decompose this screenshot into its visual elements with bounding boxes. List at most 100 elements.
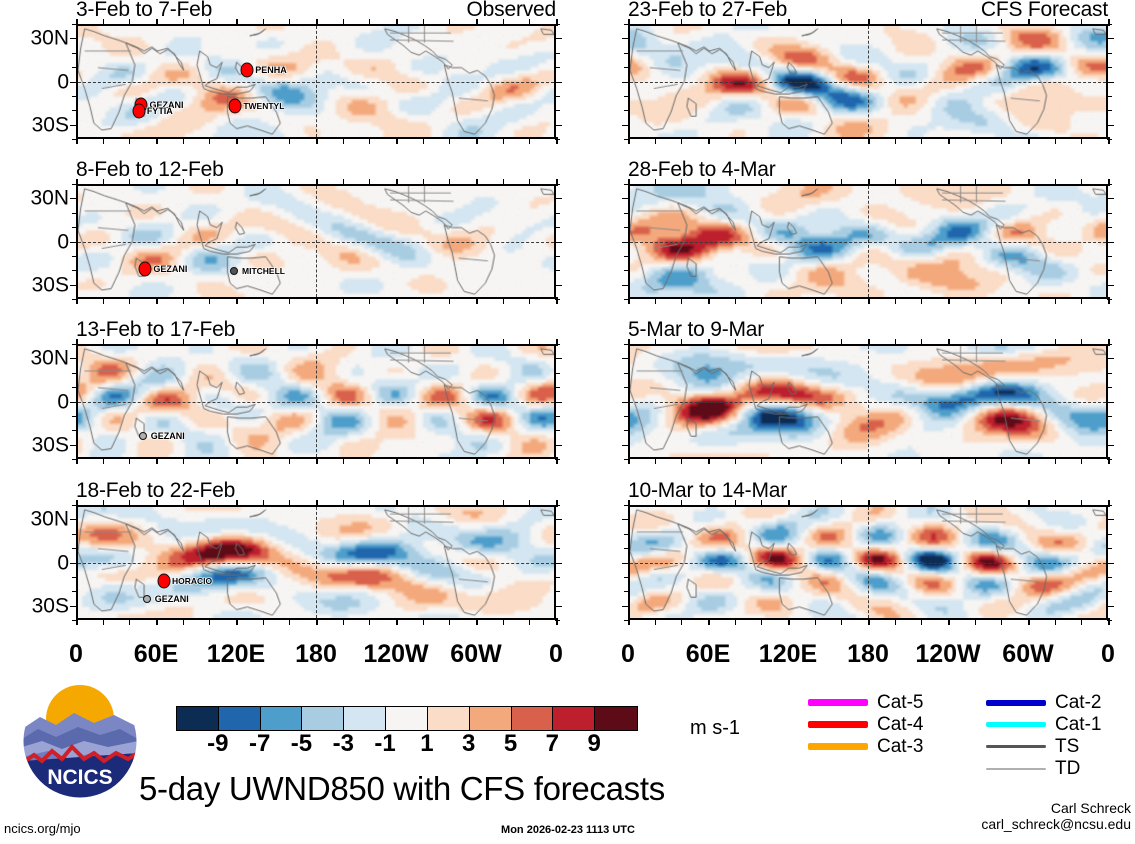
x-axis-tick — [556, 339, 558, 346]
y-axis-tick — [555, 519, 562, 521]
y-axis-minor-tick — [555, 415, 560, 417]
x-axis-label: 180 — [295, 640, 337, 668]
x-axis-tick — [289, 339, 291, 344]
x-axis-tick — [1001, 299, 1003, 304]
x-axis-tick — [262, 339, 264, 344]
x-axis-tick — [841, 179, 843, 184]
y-axis-tick — [555, 605, 562, 607]
y-axis-minor-tick — [72, 505, 77, 506]
x-axis-label: 180 — [847, 640, 889, 668]
x-axis-tick — [708, 137, 710, 144]
storm-symbol — [240, 62, 254, 78]
x-axis-label: 60W — [450, 640, 502, 668]
y-axis-tick — [555, 444, 562, 446]
y-axis-tick — [70, 605, 77, 607]
y-axis-minor-tick — [555, 227, 560, 229]
x-axis-tick — [556, 179, 558, 186]
legend-column: Cat-2 Cat-1 TS TD — [986, 692, 1101, 780]
x-axis-tick — [1028, 457, 1030, 464]
x-axis-tick — [788, 500, 790, 507]
storm-name-label: GEZANI — [150, 431, 185, 442]
y-axis-tick — [555, 124, 562, 126]
y-axis-minor-tick — [624, 387, 629, 389]
x-axis-tick — [1081, 179, 1083, 184]
legend-item-cat-1: Cat-1 — [986, 714, 1101, 735]
map-panel: 13-Feb to 17-Feb GEZANI 30N 0 30S — [30, 319, 562, 464]
x-axis-tick — [209, 299, 211, 304]
y-axis-minor-tick — [1107, 255, 1112, 257]
y-axis-label: 0 — [57, 230, 69, 253]
x-axis-tick — [129, 299, 131, 304]
x-axis-tick — [974, 139, 976, 144]
colorbar-tick-label: -7 — [248, 730, 271, 757]
y-axis-label: 0 — [57, 70, 69, 93]
x-axis-tick — [476, 297, 478, 304]
storm-name-label: FYTIA — [146, 105, 173, 116]
x-axis-tick — [974, 299, 976, 304]
y-axis-minor-tick — [1107, 52, 1112, 54]
x-axis-tick — [236, 457, 238, 464]
colorbar-segment — [386, 707, 428, 730]
dateline — [316, 346, 317, 457]
y-axis-tick — [70, 444, 77, 446]
dateline — [868, 186, 869, 297]
x-axis-tick — [182, 299, 184, 304]
x-axis-tick — [948, 339, 950, 346]
footer-author: Carl Schreck — [1050, 800, 1131, 816]
x-axis-tick — [1054, 339, 1056, 344]
x-axis-tick — [529, 339, 531, 344]
y-axis-minor-tick — [72, 67, 77, 69]
x-axis-tick — [1108, 339, 1110, 346]
x-axis-tick — [156, 179, 158, 186]
x-axis-tick — [396, 500, 398, 507]
x-axis-tick — [342, 459, 344, 464]
x-axis-tick — [102, 339, 104, 344]
y-axis-minor-tick — [1107, 576, 1112, 578]
x-axis-tick — [654, 339, 656, 344]
x-axis-tick — [316, 618, 318, 625]
colorbar-tick-label: 1 — [420, 730, 434, 757]
legend-swatch — [808, 699, 868, 706]
footer-email[interactable]: carl_schreck@ncsu.edu — [981, 816, 1131, 832]
x-axis-tick — [1081, 339, 1083, 344]
y-axis-label: 30N — [30, 186, 69, 210]
map-frame: PENHA GEZANI FYTIA TWENTYL — [76, 24, 556, 139]
x-axis-tick — [681, 620, 683, 625]
x-axis-tick — [1001, 459, 1003, 464]
colorbar-segment — [469, 707, 512, 730]
x-axis-tick — [369, 339, 371, 344]
x-axis-tick — [156, 500, 158, 507]
y-axis-tick — [555, 562, 562, 564]
y-axis-minor-tick — [72, 184, 77, 185]
legend-swatch — [986, 767, 1046, 770]
x-axis-tick — [476, 179, 478, 186]
x-axis-tick — [654, 459, 656, 464]
x-axis-tick — [156, 297, 158, 304]
y-axis-minor-tick — [624, 227, 629, 229]
y-axis-label: 30N — [30, 507, 69, 531]
y-axis-minor-tick — [1107, 548, 1112, 550]
storm-name-label: GEZANI — [149, 100, 184, 111]
y-axis-minor-tick — [624, 344, 629, 345]
y-axis-minor-tick — [1107, 227, 1112, 229]
x-axis-tick — [182, 620, 184, 625]
x-axis-tick — [628, 339, 630, 346]
x-axis-tick — [502, 19, 504, 24]
x-axis-tick — [761, 19, 763, 24]
footer-site-link[interactable]: ncics.org/mjo — [4, 821, 81, 836]
x-axis-tick — [369, 139, 371, 144]
x-axis-tick — [868, 618, 870, 625]
x-axis-tick — [814, 620, 816, 625]
y-axis-tick — [1107, 38, 1114, 40]
x-axis-tick — [708, 339, 710, 346]
x-axis-tick — [262, 500, 264, 505]
x-axis-tick — [182, 179, 184, 184]
x-axis-tick — [814, 179, 816, 184]
x-axis-tick — [342, 299, 344, 304]
map-frame — [628, 184, 1108, 299]
map-panel: 8-Feb to 12-Feb GEZANI MITCHELL 30N 0 30S — [30, 159, 562, 304]
x-axis-tick — [788, 19, 790, 26]
x-axis-tick — [262, 179, 264, 184]
x-axis-observed: 0 60E 120E 180 120W 60W 0 — [69, 640, 563, 672]
x-axis-tick — [948, 19, 950, 26]
